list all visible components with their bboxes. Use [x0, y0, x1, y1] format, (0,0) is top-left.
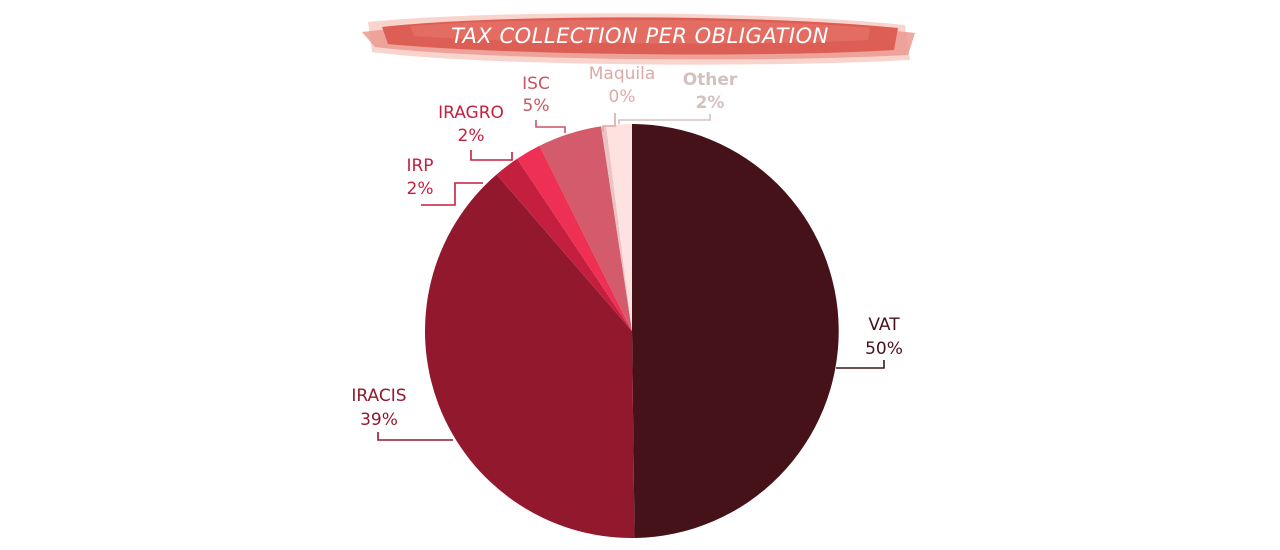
slice-labels: VAT 50% IRACIS 39% IRP 2% IRAGRO 2% ISC … — [351, 64, 902, 430]
leader-other — [618, 114, 711, 124]
slice-maquila — [601, 125, 632, 332]
leader-isc — [535, 120, 566, 133]
title-banner: TAX COLLECTION PER OBLIGATION — [362, 13, 915, 65]
leader-iracis — [377, 432, 453, 441]
label-maquila-name: Maquila — [589, 64, 656, 84]
label-iracis-value: 39% — [360, 410, 398, 430]
label-vat-value: 50% — [865, 339, 903, 359]
slice-irp — [496, 158, 632, 331]
label-vat-name: VAT — [868, 315, 900, 335]
pie-slices — [424, 124, 839, 538]
label-iragro-name: IRAGRO — [438, 103, 504, 123]
label-isc-name: ISC — [522, 74, 550, 94]
label-other-value: 2% — [696, 93, 725, 113]
leader-iragro — [470, 150, 513, 161]
slice-iragro — [517, 145, 632, 331]
label-irp-value: 2% — [407, 179, 434, 199]
leader-lines — [377, 113, 885, 441]
leader-irp — [421, 182, 483, 206]
label-other-name: Other — [683, 70, 738, 90]
label-irp-name: IRP — [406, 156, 433, 176]
leader-maquila — [602, 113, 616, 132]
leader-vat — [836, 360, 885, 369]
slice-vat — [632, 124, 839, 538]
slice-other — [606, 124, 632, 331]
label-iragro-value: 2% — [458, 126, 485, 146]
slice-isc — [539, 126, 632, 331]
label-iracis-name: IRACIS — [351, 386, 406, 406]
label-maquila-value: 0% — [609, 87, 636, 107]
slice-iracis — [424, 174, 635, 538]
chart-title: TAX COLLECTION PER OBLIGATION — [451, 24, 829, 48]
label-isc-value: 5% — [523, 96, 550, 116]
